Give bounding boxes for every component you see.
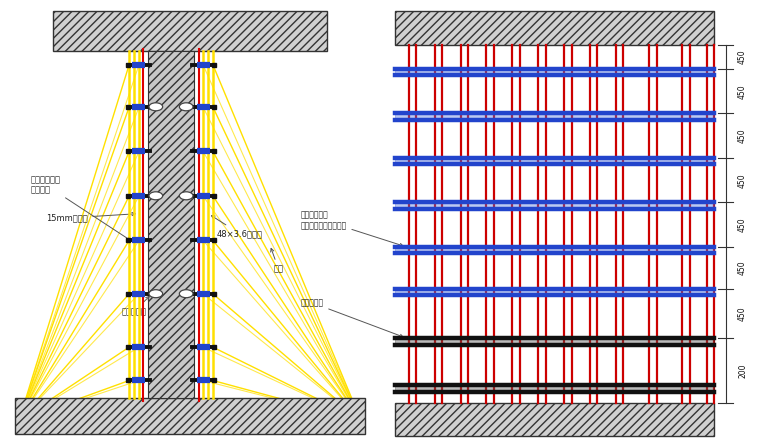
Text: 15mm多层板: 15mm多层板 [46,212,135,222]
Bar [148,51,194,398]
Text: 450: 450 [738,261,747,275]
Text: 450: 450 [738,218,747,232]
Text: 48×3.6架子管: 48×3.6架子管 [211,216,263,238]
Text: 钢方管次龙骨
或拼缝位置使用钢包木: 钢方管次龙骨 或拼缝位置使用钢包木 [300,210,403,247]
Bar [395,69,714,75]
Circle shape [179,192,193,200]
Bar [395,11,714,45]
Bar [395,385,714,392]
Bar [395,202,714,209]
Circle shape [179,103,193,111]
Text: 200: 200 [738,363,747,378]
Circle shape [179,290,193,298]
Bar [395,113,714,120]
Text: 450: 450 [738,129,747,143]
Text: 450: 450 [738,84,747,98]
Text: 钢方管次龙骨
或钢包木: 钢方管次龙骨 或钢包木 [30,175,131,240]
Bar [15,398,365,434]
Bar [395,289,714,295]
Text: 450: 450 [738,307,747,321]
Text: 斜撑: 斜撑 [271,248,283,274]
Bar [395,403,714,436]
Text: 450: 450 [738,173,747,187]
Circle shape [149,192,163,200]
Text: 箍件主龙骨: 箍件主龙骨 [122,296,149,316]
Text: 450: 450 [738,49,747,64]
Bar [395,158,714,164]
Bar [395,247,714,253]
Bar [395,338,714,345]
Circle shape [149,103,163,111]
Bar [53,11,327,51]
Circle shape [149,290,163,298]
Text: 墙体主龙骨: 墙体主龙骨 [300,298,403,337]
